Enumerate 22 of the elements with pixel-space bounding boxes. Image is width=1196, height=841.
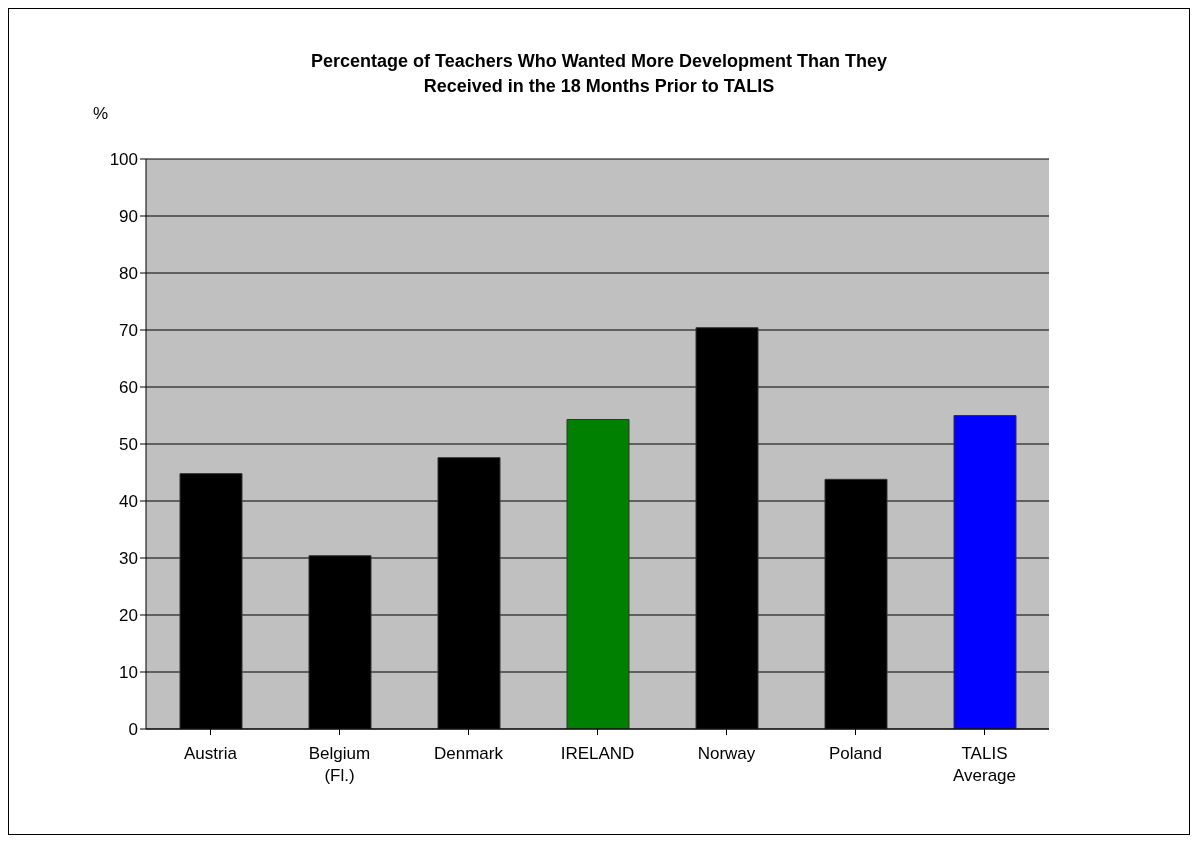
y-tick-label: 80 xyxy=(119,264,138,284)
x-tick-label: Norway xyxy=(697,744,756,763)
y-tick-label: 90 xyxy=(119,207,138,227)
y-tick-label: 100 xyxy=(109,150,138,170)
bar xyxy=(566,418,630,729)
y-tick-label: 0 xyxy=(128,720,138,740)
x-tick-label: Belgium (Fl.) xyxy=(308,744,371,785)
y-tick-label: 60 xyxy=(119,378,138,398)
x-tick-label: Poland xyxy=(829,744,882,763)
x-tick-label: Austria xyxy=(184,744,238,763)
chart-title: Percentage of Teachers Who Wanted More Development Than They Received in the 18 Months Prior to TALIS xyxy=(309,50,889,98)
x-tick-label: IRELAND xyxy=(560,744,635,763)
y-tick-label: 40 xyxy=(119,492,138,512)
y-tick-label: 20 xyxy=(119,606,138,626)
y-tick-label: 50 xyxy=(119,435,138,455)
y-tick-label: 10 xyxy=(119,663,138,683)
x-tick-label: TALIS Average xyxy=(952,744,1017,785)
y-tick-label: 70 xyxy=(119,321,138,341)
y-axis-title: % xyxy=(93,104,109,124)
x-tick-label: Denmark xyxy=(434,744,504,763)
bar xyxy=(953,415,1017,729)
y-tick-label: 30 xyxy=(119,549,138,569)
